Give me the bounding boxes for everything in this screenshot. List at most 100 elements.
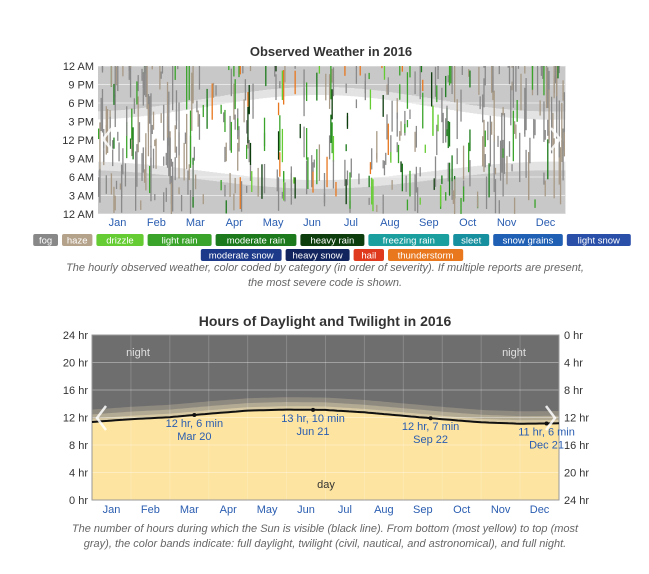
weather-observation-mark — [499, 140, 502, 181]
daylight-prev-arrow-icon[interactable] — [95, 405, 107, 431]
daylight-x-tick-label: Nov — [491, 504, 511, 516]
daylight-x-tick-label: Jul — [338, 504, 352, 516]
weather-observation-mark — [318, 144, 321, 181]
twilight-band-evening — [354, 88, 359, 97]
twilight-band-evening — [350, 88, 355, 97]
weather-observation-mark — [524, 66, 526, 74]
weather-observation-mark — [462, 145, 465, 180]
daylight-next-arrow-icon[interactable] — [545, 405, 557, 431]
weather-observation-mark — [163, 156, 165, 166]
weather-observation-mark — [159, 66, 161, 90]
weather-observation-mark — [98, 128, 100, 140]
weather-observation-mark — [345, 83, 347, 94]
weather-observation-mark — [174, 157, 176, 181]
weather-observation-mark — [257, 167, 259, 197]
daylight-x-tick-label: Sep — [413, 504, 433, 516]
weather-observation-mark — [419, 167, 421, 177]
night-band-morning — [209, 180, 214, 214]
twilight-band-evening — [109, 110, 114, 119]
weather-observation-mark — [556, 66, 558, 97]
twilight-band-evening — [404, 94, 409, 103]
weather-observation-mark — [519, 132, 521, 183]
twilight-band-morning — [465, 166, 470, 176]
weather-observation-mark — [246, 185, 248, 193]
weather-observation-mark — [404, 110, 406, 136]
weather-observation-mark — [325, 73, 327, 101]
weather-observation-mark — [432, 106, 434, 136]
weather-observation-mark — [515, 66, 517, 92]
twilight-band-morning — [254, 177, 260, 186]
weather-observation-mark — [439, 185, 442, 207]
night-band-evening — [442, 66, 447, 101]
weather-observation-mark — [294, 177, 296, 199]
daylight-annotation-dot — [544, 421, 549, 426]
night-band-morning — [258, 186, 263, 214]
weather-observation-mark — [279, 81, 281, 89]
weather-observation-mark — [120, 164, 123, 213]
weather-observation-mark — [192, 66, 194, 104]
weather-observation-mark — [106, 109, 109, 153]
legend-swatch — [96, 234, 144, 246]
weather-observation-mark — [554, 66, 557, 84]
night-band-evening — [151, 66, 156, 107]
weather-observation-mark — [490, 121, 493, 135]
weather-observation-mark — [469, 70, 471, 88]
night-band-evening — [411, 66, 417, 96]
weather-observation-mark — [387, 123, 389, 156]
weather-observation-mark — [281, 191, 284, 199]
twilight-band-morning — [193, 170, 198, 179]
weather-y-tick-label: 6 AM — [69, 172, 94, 184]
weather-observation-mark — [493, 134, 495, 192]
legend-swatch — [200, 249, 282, 261]
night-band-evening — [339, 66, 344, 88]
night-band-evening — [480, 66, 486, 107]
twilight-band-morning — [503, 163, 508, 172]
weather-observation-mark — [563, 92, 566, 133]
weather-observation-mark — [559, 147, 562, 205]
weather-observation-mark — [422, 92, 424, 129]
twilight-band-evening — [473, 105, 478, 114]
weather-observation-mark — [387, 77, 389, 95]
night-band-morning — [339, 188, 344, 214]
weather-next-arrow-icon[interactable] — [550, 127, 562, 151]
weather-observation-mark — [206, 88, 208, 108]
weather-observation-mark — [346, 170, 349, 186]
twilight-band-morning — [434, 170, 440, 180]
weather-y-axis: 12 AM 9 PM 6 PM 3 PM 12 PM 9 AM 6 AM 3 AM 12 AM — [62, 61, 94, 221]
weather-observation-mark — [527, 152, 530, 200]
weather-prev-arrow-icon[interactable] — [101, 127, 113, 151]
weather-observation-mark — [545, 66, 548, 109]
weather-x-tick-label: Jul — [344, 217, 358, 229]
twilight-band-evening — [415, 96, 420, 105]
night-band-evening — [335, 66, 340, 88]
weather-x-tick-label: Nov — [497, 217, 517, 229]
weather-observation-mark — [399, 66, 401, 76]
weather-y-tick-label: 12 AM — [63, 209, 94, 221]
night-band-morning — [342, 188, 348, 214]
weather-observation-mark — [265, 66, 267, 87]
twilight-band-evening — [373, 90, 378, 99]
weather-observation-mark — [512, 110, 514, 162]
twilight-band-morning — [377, 177, 382, 186]
weather-observation-mark — [376, 152, 378, 163]
twilight-band-evening — [316, 86, 321, 95]
twilight-band-evening — [289, 87, 294, 96]
weather-observation-mark — [433, 178, 435, 190]
twilight-band-morning — [151, 165, 156, 174]
weather-observation-mark — [553, 138, 555, 199]
weather-observation-mark — [126, 106, 128, 136]
weather-observation-mark — [234, 79, 236, 110]
night-band-morning — [473, 174, 478, 214]
night-band-morning — [492, 172, 497, 214]
night-band-evening — [159, 66, 164, 106]
twilight-band-evening — [128, 109, 133, 118]
night-band-morning — [159, 174, 164, 214]
night-band-morning — [270, 186, 275, 214]
weather-observation-mark — [344, 66, 346, 76]
weather-observation-mark — [151, 124, 153, 135]
night-band-morning — [465, 175, 470, 214]
weather-observation-mark — [294, 70, 296, 95]
weather-legend: fog haze drizzle light rain moderate rain hea… — [33, 234, 631, 262]
weather-observation-mark — [165, 152, 167, 166]
weather-observation-mark — [198, 66, 201, 90]
